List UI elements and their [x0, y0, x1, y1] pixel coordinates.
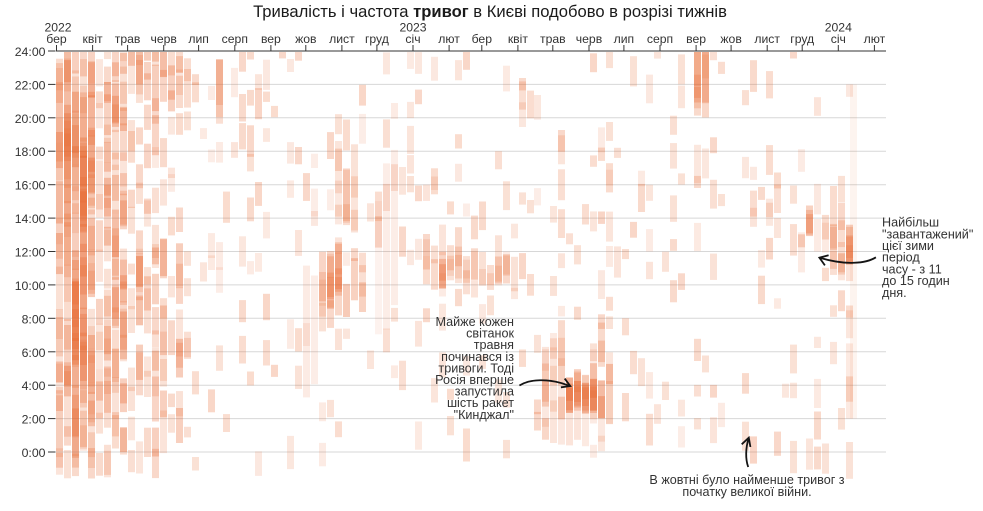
svg-text:трав: трав — [540, 32, 566, 46]
svg-text:жов: жов — [720, 32, 741, 46]
svg-text:травня: травня — [474, 338, 514, 352]
svg-text:цієї зими: цієї зими — [882, 239, 934, 253]
svg-text:"Кинджал": "Кинджал" — [454, 408, 514, 422]
svg-text:черв: черв — [151, 32, 177, 46]
svg-text:починався із: починався із — [441, 350, 514, 364]
svg-text:16:00: 16:00 — [15, 179, 46, 193]
svg-text:2023: 2023 — [399, 21, 426, 35]
svg-text:"завантажений": "завантажений" — [882, 227, 973, 241]
svg-text:Майже кожен: Майже кожен — [436, 315, 515, 329]
svg-text:10:00: 10:00 — [15, 279, 46, 293]
svg-text:12:00: 12:00 — [15, 246, 46, 260]
svg-text:бер: бер — [46, 32, 67, 46]
svg-text:20:00: 20:00 — [15, 112, 46, 126]
svg-text:початку великої війни.: початку великої війни. — [682, 485, 811, 499]
svg-text:до 15 годин: до 15 годин — [882, 274, 950, 288]
svg-text:0:00: 0:00 — [22, 446, 46, 460]
svg-text:часу - з 11: часу - з 11 — [882, 262, 942, 276]
svg-text:8:00: 8:00 — [22, 312, 46, 326]
svg-text:лист: лист — [754, 32, 780, 46]
svg-text:2024: 2024 — [825, 21, 852, 35]
svg-text:серп: серп — [647, 32, 673, 46]
svg-text:січ: січ — [405, 32, 420, 46]
svg-text:черв: черв — [576, 32, 602, 46]
svg-text:жов: жов — [295, 32, 316, 46]
svg-text:14:00: 14:00 — [15, 212, 46, 226]
svg-text:квіт: квіт — [83, 32, 104, 46]
svg-text:груд: груд — [365, 32, 389, 46]
svg-text:лип: лип — [614, 32, 635, 46]
svg-text:квіт: квіт — [508, 32, 529, 46]
svg-text:лист: лист — [329, 32, 355, 46]
svg-text:Тривалість і частота тривог в: Тривалість і частота тривог в Києві подо… — [253, 2, 727, 21]
svg-text:трав: трав — [115, 32, 141, 46]
svg-text:6:00: 6:00 — [22, 346, 46, 360]
svg-text:вер: вер — [261, 32, 281, 46]
svg-text:4:00: 4:00 — [22, 379, 46, 393]
svg-text:період: період — [882, 251, 920, 265]
svg-text:18:00: 18:00 — [15, 145, 46, 159]
svg-text:тривоги. Тоді: тривоги. Тоді — [438, 361, 514, 375]
svg-text:Найбільш: Найбільш — [882, 216, 939, 230]
svg-text:22:00: 22:00 — [15, 78, 46, 92]
svg-text:бер: бер — [472, 32, 493, 46]
svg-text:24:00: 24:00 — [15, 45, 46, 59]
svg-text:груд: груд — [790, 32, 814, 46]
svg-text:світанок: світанок — [466, 327, 514, 341]
svg-text:2022: 2022 — [44, 21, 71, 35]
svg-text:вер: вер — [686, 32, 706, 46]
svg-text:лют: лют — [438, 32, 460, 46]
svg-text:дня.: дня. — [882, 286, 907, 300]
svg-text:Росія вперше: Росія вперше — [435, 373, 514, 387]
svg-text:В жовтні було найменше тривог: В жовтні було найменше тривог з — [649, 473, 844, 487]
svg-text:2:00: 2:00 — [22, 413, 46, 427]
svg-text:запустила: запустила — [455, 385, 514, 399]
svg-text:січ: січ — [831, 32, 846, 46]
svg-text:лип: лип — [188, 32, 209, 46]
svg-text:шість ракет: шість ракет — [447, 396, 514, 410]
svg-text:серп: серп — [222, 32, 248, 46]
svg-text:лют: лют — [864, 32, 886, 46]
